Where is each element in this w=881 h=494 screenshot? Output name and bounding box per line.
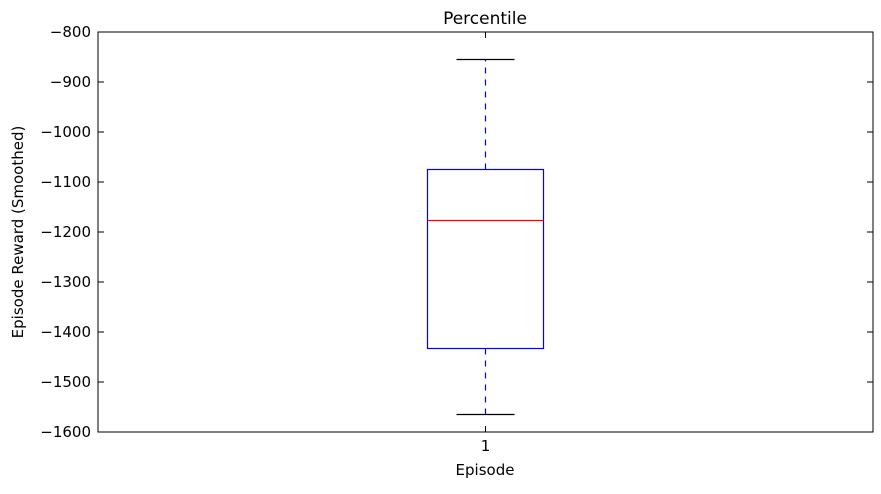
y-tick-label: −800 — [50, 23, 91, 41]
iqr-box — [426, 168, 545, 350]
y-tick-label: −1100 — [40, 173, 91, 191]
y-tick-label: −900 — [50, 73, 91, 91]
plot-area — [426, 58, 545, 416]
y-tick-label: −1400 — [40, 323, 91, 341]
chart-title: Percentile — [443, 9, 527, 29]
x-tick-label: 1 — [481, 437, 491, 455]
y-axis-label: Episode Reward (Smoothed) — [9, 126, 27, 339]
x-axis: 1 — [481, 32, 491, 455]
y-tick-label: −1500 — [40, 373, 91, 391]
y-tick-label: −1600 — [40, 423, 91, 441]
axes-frame — [97, 31, 874, 433]
y-tick-label: −1300 — [40, 273, 91, 291]
x-axis-label: Episode — [456, 461, 515, 479]
y-tick-label: −1200 — [40, 223, 91, 241]
y-axis: −800 −900 −1000 −1100 −1200 −1300 −1400 −1500 −1… — [40, 23, 873, 441]
y-tick-label: −1000 — [40, 123, 91, 141]
